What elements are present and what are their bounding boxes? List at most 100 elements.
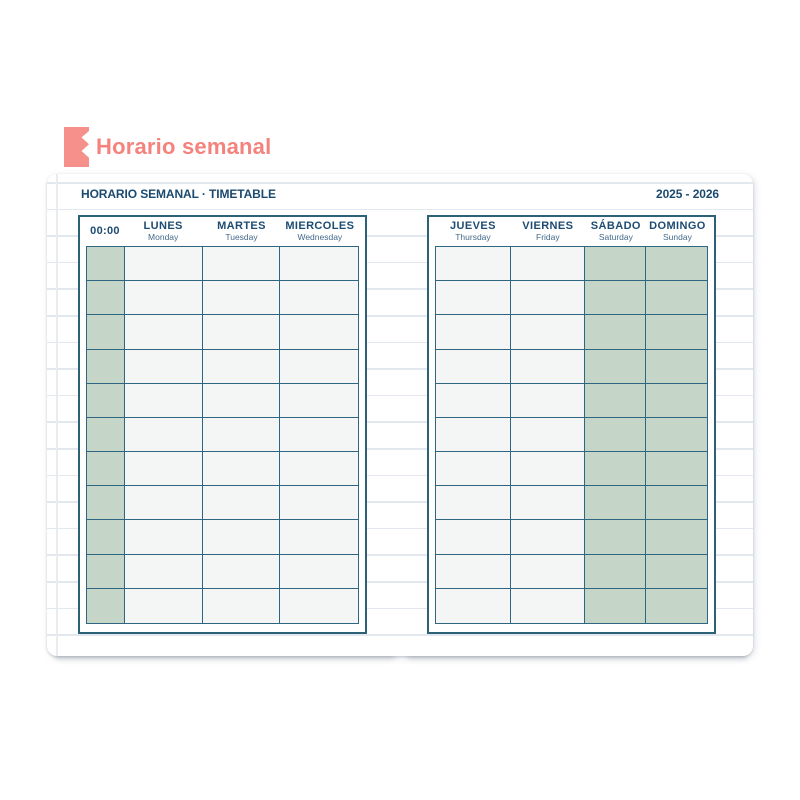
timetable-cell [280,588,358,623]
timetable-cell [646,383,707,418]
timetable-cell [646,554,707,589]
rule-line [47,474,753,477]
timetable-cell [202,417,281,453]
day-header-wednesday: MIERCOLES Wednesday [281,220,359,243]
timetable-cell [436,452,512,487]
sheet-header-year: 2025 - 2026 [656,187,719,201]
timetable-cell [584,588,647,623]
timetable-cell [125,349,203,384]
timetable-cell [87,452,125,487]
timetable-cell [87,417,125,453]
page-edge-line [56,174,58,656]
day-header-sunday: DOMINGO Sunday [647,219,708,242]
timetable-cell [436,520,512,555]
timetable-cell [511,486,585,521]
timetable-cell [646,315,707,350]
timetable-cell [436,247,512,282]
rule-line [47,368,753,370]
timetable-cell [202,281,281,316]
day-subtitle: Saturday [598,232,633,243]
timetable-cell [436,486,512,521]
day-name: DOMINGO [649,219,706,232]
timetable-cell [125,452,203,487]
rule-line [47,288,753,290]
day-header-saturday: SÁBADO Saturday [585,219,647,243]
day-name: SÁBADO [590,219,641,232]
timetable-cell [436,588,512,623]
day-header-friday: VIERNES Friday [511,219,585,243]
timetable-cell [125,520,203,555]
timetable-cell [584,452,647,487]
timetable-cell [280,452,358,487]
timetable-cell [436,383,512,418]
rule-line [47,527,753,530]
day-subtitle: Thursday [455,232,491,243]
timetable-cell [125,417,203,453]
rule-line [47,394,753,397]
timetable-left: 00:00 LUNES Monday MARTES Tuesday MIERCOLES We… [78,215,367,634]
timetable-cell [202,452,281,487]
timetable-cell [87,247,125,282]
rule-line [47,208,753,211]
timetable-cell [646,588,707,623]
timetable-cell [436,554,512,589]
timetable-cell [584,554,647,589]
timetable-cell [202,315,281,350]
timetable-grid [86,246,359,624]
timetable-cell [436,315,512,350]
timetable-cell [125,383,203,418]
rule-line [47,607,753,610]
timetable-cell [280,417,358,453]
rule-line [47,581,753,583]
rule-line [47,341,753,344]
rule-line [47,421,753,423]
timetable-cell [125,247,203,282]
timetable-cell [584,281,647,316]
timetable-cell [584,247,647,282]
timetable-cell [511,554,585,589]
sheet-header: HORARIO SEMANAL · TIMETABLE 2025 - 2026 [81,186,719,202]
day-subtitle: Friday [536,232,560,243]
day-name: VIERNES [522,219,574,232]
timetable-right: JUEVES Thursday VIERNES Friday SÁBADO Saturda… [427,215,716,634]
timetable-cell [125,281,203,316]
timetable-cell [584,520,647,555]
timetable-cell [125,588,203,623]
timetable-cell [280,315,358,350]
day-subtitle: Monday [148,232,179,243]
timetable-cell [202,383,281,418]
timetable-cell [280,554,358,589]
timetable-cell [511,452,585,487]
day-subtitle: Wednesday [297,232,343,243]
day-header-tuesday: MARTES Tuesday [202,220,280,242]
day-name: JUEVES [450,219,496,232]
timetable-cell [87,486,125,521]
timetable-cell [511,349,585,384]
day-header-thursday: JUEVES Thursday [435,219,511,243]
timetable-cell [202,520,281,555]
planner-sheet: HORARIO SEMANAL · TIMETABLE 2025 - 2026 … [47,174,753,656]
timetable-cell [584,315,647,350]
day-header-monday: LUNES Monday [124,220,202,243]
rule-line [47,182,753,184]
timetable-cell [646,417,707,453]
bookmark-tab-icon [64,127,89,167]
rule-line [47,501,753,503]
timetable-cell [87,349,125,384]
timetable-cell [436,417,512,453]
timetable-cell [87,588,125,623]
timetable-cell [511,247,585,282]
timetable-cell [280,281,358,316]
timetable-cell [280,383,358,418]
timetable-cell [125,315,203,350]
timetable-cell [511,315,585,350]
timetable-cell [646,281,707,316]
timetable-cell [202,588,281,623]
timetable-cell [584,417,647,453]
section-title: Horario semanal [96,134,272,159]
rule-line [47,261,753,264]
timetable-cell [125,554,203,589]
timetable-header: 00:00 LUNES Monday MARTES Tuesday MIERCOLES We… [86,217,359,246]
timetable-header: JUEVES Thursday VIERNES Friday SÁBADO Saturda… [435,217,708,246]
timetable-cell [280,520,358,555]
